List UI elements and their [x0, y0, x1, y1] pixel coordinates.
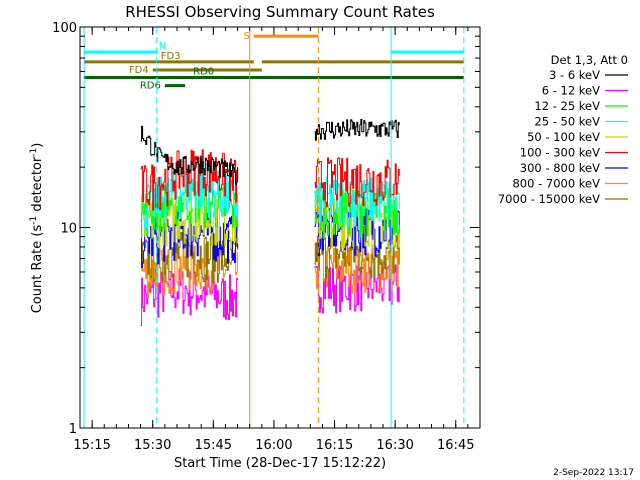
x-axis-ticks: 15:15 15:30 15:45 16:00 16:15 16:30 16:45 [73, 27, 481, 453]
x-tick-label-4: 16:15 [316, 438, 353, 453]
x-tick-label-0: 15:15 [73, 438, 110, 453]
flag-label-rd0: RD0 [193, 66, 214, 77]
flag-label-n: N [159, 41, 166, 52]
y-axis-label: Count Rate (s-1 detector-1) [29, 143, 45, 314]
flag-label-s: S [243, 31, 249, 42]
legend-label-2: 12 - 25 keV [534, 99, 600, 113]
vertical-markers [83, 27, 465, 428]
legend-header: Det 1,3, Att 0 [551, 53, 628, 67]
legend-label-7: 800 - 7000 keV [512, 177, 600, 191]
y-axis-ticks: 1 10 100 [52, 21, 480, 437]
legend-label-6: 300 - 800 keV [520, 161, 600, 175]
y-tick-label-2: 100 [52, 21, 77, 36]
legend-label-4: 50 - 100 keV [527, 130, 600, 144]
generation-timestamp: 2-Sep-2022 13:17 [553, 468, 634, 478]
y-tick-label-0: 1 [69, 422, 77, 437]
series-line-6-seg1 [314, 205, 400, 257]
legend-label-1: 6 - 12 keV [542, 84, 600, 98]
flag-label-rd6: RD6 [140, 81, 161, 92]
x-axis-label: Start Time (28-Dec-17 15:12:22) [174, 456, 386, 471]
x-tick-label-2: 15:45 [195, 438, 232, 453]
y-tick-label-1: 10 [60, 222, 77, 237]
legend-label-0: 3 - 6 keV [549, 68, 600, 82]
legend-label-3: 25 - 50 keV [534, 115, 600, 129]
x-tick-label-6: 16:45 [437, 438, 474, 453]
legend-label-5: 100 - 300 keV [520, 146, 600, 160]
plot-area [140, 119, 400, 327]
flag-label-fd4: FD4 [129, 65, 149, 76]
legend-label-8: 7000 - 15000 keV [498, 192, 600, 206]
chart-title: RHESSI Observing Summary Count Rates [125, 3, 435, 21]
x-tick-label-5: 16:30 [376, 438, 413, 453]
x-tick-label-1: 15:30 [134, 438, 171, 453]
x-tick-label-3: 16:00 [255, 438, 292, 453]
series-line-8-seg1 [314, 231, 400, 281]
flag-label-fd3: FD3 [161, 51, 181, 62]
series-line-2-seg1 [314, 186, 400, 238]
series-line-5-seg1 [314, 157, 400, 208]
series-line-0-seg1 [314, 119, 400, 141]
